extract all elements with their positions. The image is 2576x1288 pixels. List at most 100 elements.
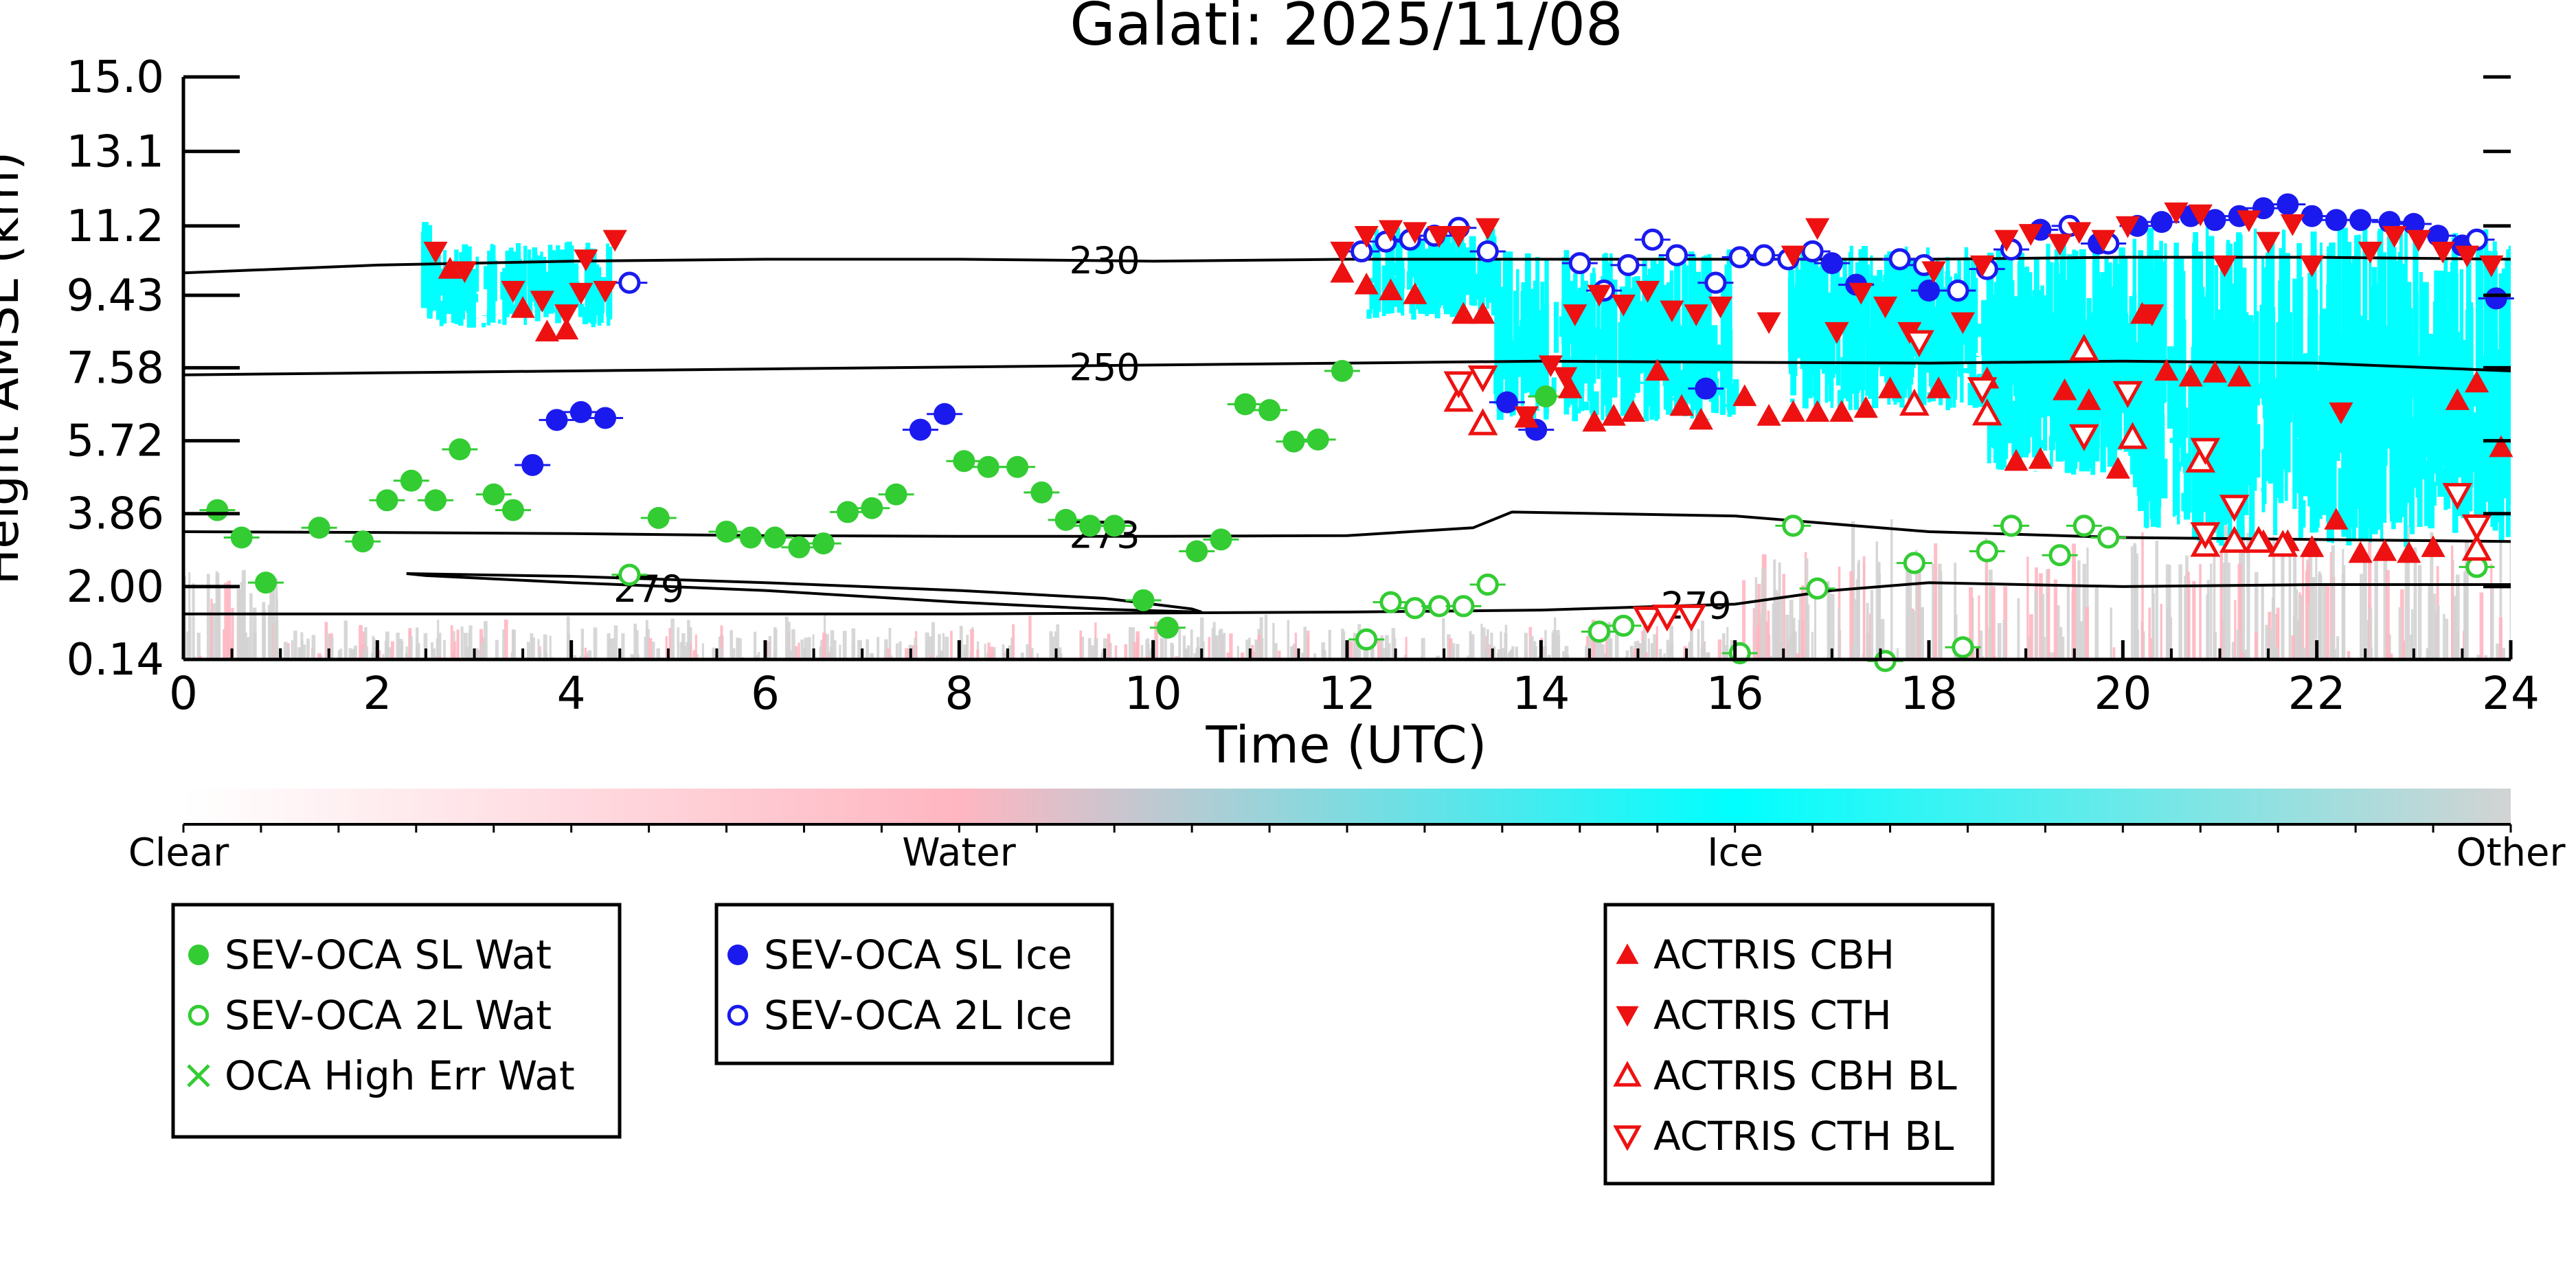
background-column <box>273 585 275 659</box>
background-column <box>1920 607 1923 659</box>
background-column <box>2298 595 2303 659</box>
background-column <box>2466 395 2472 471</box>
background-column <box>851 641 855 659</box>
background-column <box>2272 536 2276 659</box>
background-column <box>1631 277 1638 352</box>
y-axis-label: Height AMSL (km) <box>0 152 30 585</box>
background-column <box>2358 432 2365 539</box>
background-column <box>2143 463 2147 475</box>
background-column <box>2262 267 2268 419</box>
background-column <box>2086 297 2092 442</box>
background-column <box>1907 556 1910 659</box>
background-column <box>2002 375 2007 419</box>
background-column <box>1754 577 1758 659</box>
background-column <box>754 631 757 659</box>
background-column <box>2040 285 2044 375</box>
data-point <box>521 453 544 476</box>
background-column <box>732 648 736 659</box>
background-column <box>2369 286 2373 543</box>
background-column <box>1313 653 1317 659</box>
data-point <box>1994 229 2019 252</box>
background-column <box>2337 333 2342 453</box>
background-column <box>1668 352 1672 385</box>
background-column <box>800 639 804 659</box>
background-column <box>940 650 944 659</box>
legend-label: SEV-OCA 2L Ice <box>764 992 1072 1039</box>
background-column <box>2107 262 2112 467</box>
data-point <box>1446 226 1471 248</box>
background-column <box>539 651 542 659</box>
background-column <box>1583 280 1588 345</box>
background-column <box>450 625 453 659</box>
background-column <box>1553 302 1559 353</box>
background-column <box>1803 291 1810 363</box>
background-column <box>2110 607 2112 659</box>
background-column <box>1967 383 1974 405</box>
data-point <box>501 280 526 303</box>
background-column <box>1492 646 1496 659</box>
legend-ice: SEV-OCA SL Ice SEV-OCA 2L Ice <box>714 903 1114 1065</box>
background-column <box>1208 637 1211 659</box>
data-point <box>2324 508 2349 530</box>
background-column <box>1670 358 1675 388</box>
background-column <box>192 583 195 659</box>
background-column <box>1981 313 1985 359</box>
background-column <box>1873 291 1877 337</box>
background-column <box>2206 594 2209 659</box>
background-column <box>586 653 589 659</box>
background-column <box>186 631 190 659</box>
background-column <box>2347 651 2351 659</box>
background-column <box>2459 269 2464 445</box>
background-column <box>1056 624 1060 659</box>
data-point <box>2097 526 2120 549</box>
data-point <box>1378 220 1403 242</box>
background-column <box>1785 614 1789 659</box>
background-column <box>822 632 826 659</box>
background-column <box>1849 571 1854 659</box>
background-column <box>1716 344 1721 372</box>
data-point <box>1853 396 1878 418</box>
background-column <box>827 652 832 659</box>
background-column <box>2061 245 2066 393</box>
background-column <box>1274 643 1278 659</box>
background-column <box>1449 265 1455 292</box>
background-column <box>905 648 909 659</box>
background-column <box>1353 632 1355 659</box>
background-column <box>1814 259 1819 334</box>
background-column <box>1926 247 1930 365</box>
data-point <box>2154 359 2179 381</box>
legend-actris-box <box>1603 903 1995 1186</box>
background-column <box>1831 365 1838 374</box>
background-column <box>2326 284 2332 474</box>
data-point <box>2427 225 2450 247</box>
background-column <box>1407 234 1413 289</box>
background-column <box>1866 602 1869 659</box>
background-column <box>504 619 508 659</box>
background-column <box>2508 245 2511 394</box>
legend-label: ACTRIS CBH <box>1653 931 1895 978</box>
background-column <box>1171 644 1175 659</box>
background-column <box>212 603 216 659</box>
background-column <box>2093 244 2100 462</box>
background-column <box>1945 271 1950 411</box>
background-column <box>504 282 510 302</box>
background-column <box>1544 630 1547 659</box>
background-column <box>1833 284 1839 344</box>
background-column <box>2144 432 2149 493</box>
background-column <box>2225 397 2233 472</box>
background-column <box>1713 370 1717 379</box>
background-column <box>2025 266 2030 431</box>
background-column <box>1303 626 1307 659</box>
background-column <box>584 655 588 659</box>
background-column <box>541 256 547 288</box>
background-column <box>1516 269 1519 359</box>
background-layer <box>183 222 2511 659</box>
background-column <box>500 271 506 300</box>
background-column <box>1997 622 2002 659</box>
background-column <box>2485 425 2491 502</box>
background-column <box>1564 646 1569 659</box>
background-column <box>487 250 493 312</box>
background-column <box>1504 624 1508 659</box>
background-column <box>2319 242 2323 499</box>
background-column <box>1721 633 1726 659</box>
